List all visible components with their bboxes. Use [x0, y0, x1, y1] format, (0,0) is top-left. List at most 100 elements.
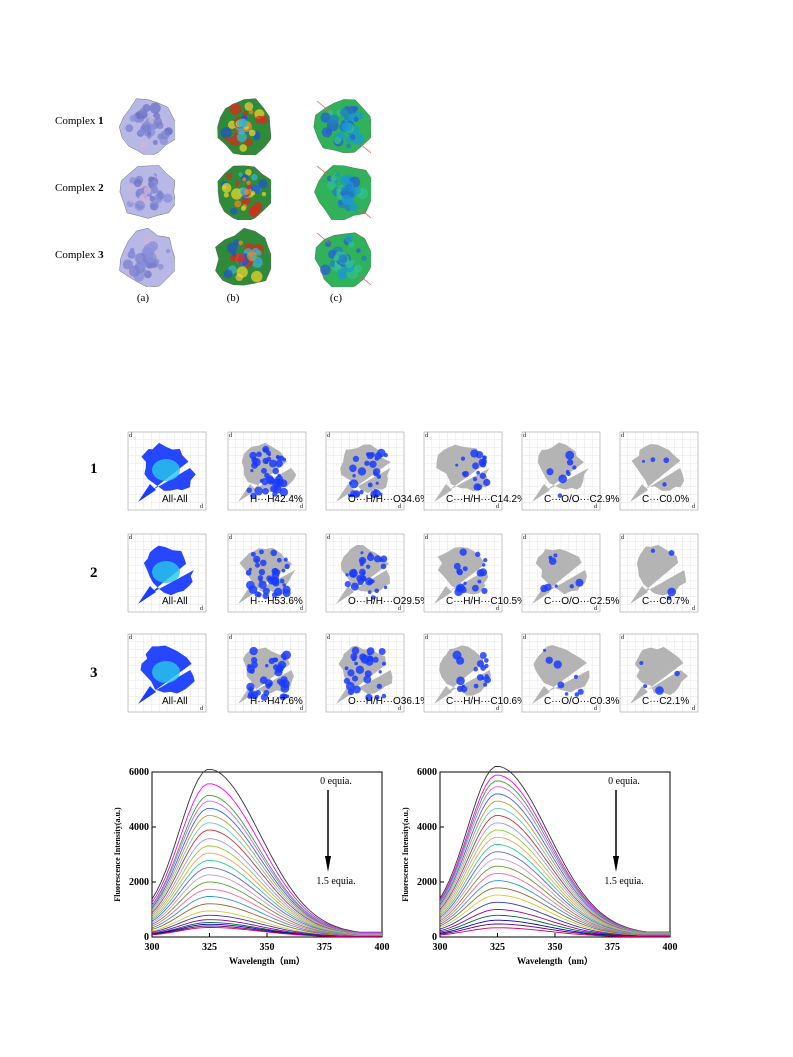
- x-tick-label: 325: [202, 942, 217, 953]
- y-tick-label: 6000: [129, 767, 149, 778]
- x-tick-label: 400: [663, 942, 678, 953]
- arrow-head-icon: [325, 856, 331, 872]
- x-tick-label: 325: [490, 942, 505, 953]
- fingerprint-plot-row-3-col-4: dd: [423, 633, 503, 713]
- svg-text:d: d: [594, 706, 597, 712]
- svg-text:d: d: [200, 706, 203, 712]
- fingerprint-row-3-number: 3: [90, 665, 98, 681]
- subfigure-label-c: (c): [329, 292, 343, 304]
- complex-3-label: Complex 3: [55, 249, 104, 261]
- annotation-bottom: 1.5 equia.: [316, 876, 355, 887]
- x-tick-label: 375: [317, 942, 332, 953]
- fingerprint-plot-row-3-col-3: dd: [325, 633, 405, 713]
- svg-text:d: d: [523, 635, 526, 641]
- fingerprint-plot-row-3-col-5: dd: [521, 633, 601, 713]
- hirshfeld-surface-dnorm-complex-2: [119, 165, 175, 219]
- svg-text:d: d: [523, 433, 526, 439]
- x-tick-label: 400: [375, 942, 390, 953]
- svg-text:d: d: [621, 433, 624, 439]
- fingerprint-contact-label: C···C0.0%: [642, 494, 690, 505]
- x-tick-label: 375: [605, 942, 620, 953]
- fluorescence-chart-right: 300 325 350 375 4000200040006000Wavelength（n…: [401, 766, 678, 966]
- complex-number: 3: [98, 249, 104, 261]
- fingerprint-plot-row-1-col-2: dd: [227, 431, 307, 511]
- svg-text:d: d: [229, 433, 232, 439]
- y-axis-label: Fluorescence Intensity(a.u.): [113, 807, 122, 902]
- y-tick-label: 4000: [129, 822, 149, 833]
- svg-text:d: d: [327, 535, 330, 541]
- svg-text:d: d: [692, 504, 695, 510]
- fingerprint-contact-label: O···H/H···O29.5%: [348, 596, 430, 607]
- svg-text:d: d: [425, 635, 428, 641]
- fingerprint-contact-label: C···O/O···C0.3%: [544, 696, 620, 707]
- svg-text:d: d: [496, 606, 499, 612]
- svg-text:d: d: [496, 504, 499, 510]
- fingerprint-plot-row-2-col-1: dd: [127, 533, 207, 613]
- subfigure-label-b: (b): [226, 292, 240, 304]
- complex-2-label: Complex 2: [55, 182, 104, 194]
- x-tick-label: 350: [548, 942, 563, 953]
- svg-text:d: d: [300, 606, 303, 612]
- arrow-head-icon: [613, 856, 619, 872]
- svg-text:d: d: [621, 635, 624, 641]
- fingerprint-plot-row-1-col-4: dd: [423, 431, 503, 511]
- svg-text:d: d: [621, 535, 624, 541]
- fingerprint-plot-row-1-col-1: dd: [127, 431, 207, 511]
- svg-text:d: d: [594, 504, 597, 510]
- complex-prefix: Complex: [55, 115, 99, 127]
- x-tick-label: 300: [433, 942, 448, 953]
- hirshfeld-surface-dnorm-complex-1: [119, 98, 175, 155]
- fingerprint-plot-row-2-col-5: dd: [521, 533, 601, 613]
- complex-number: 1: [98, 115, 104, 127]
- svg-text:d: d: [129, 535, 132, 541]
- fingerprint-plot-row-1-col-3: dd: [325, 431, 405, 511]
- complex-prefix: Complex: [55, 182, 99, 194]
- spectrum-series-line: [151, 807, 382, 934]
- spectrum-series-line: [151, 927, 382, 938]
- svg-text:d: d: [496, 706, 499, 712]
- fingerprint-plot-row-3-col-1: dd: [127, 633, 207, 713]
- fingerprint-contact-label: C···C2.1%: [642, 696, 690, 707]
- y-tick-label: 4000: [417, 822, 437, 833]
- y-tick-label: 6000: [417, 767, 437, 778]
- svg-text:d: d: [327, 433, 330, 439]
- svg-text:d: d: [129, 635, 132, 641]
- svg-text:d: d: [692, 606, 695, 612]
- fluorescence-chart-left: 300 325 350 375 4000200040006000Wavelength（n…: [113, 767, 390, 966]
- y-tick-label: 0: [144, 932, 149, 943]
- hirshfeld-surface-curvedness-complex-3: [314, 232, 371, 287]
- svg-text:d: d: [398, 606, 401, 612]
- svg-text:d: d: [200, 504, 203, 510]
- svg-text:d: d: [425, 535, 428, 541]
- fingerprint-contact-label: All-All: [162, 494, 188, 505]
- spectrum-series-line: [439, 858, 670, 936]
- complex-number: 2: [98, 182, 104, 194]
- svg-text:d: d: [300, 504, 303, 510]
- hirshfeld-surface-curvedness-complex-1: [313, 99, 371, 154]
- annotation-top: 0 equia.: [608, 776, 640, 787]
- svg-text:d: d: [692, 706, 695, 712]
- fingerprint-contact-label: O···H/H···O34.6%: [348, 494, 430, 505]
- fingerprint-contact-label: C···H/H···C10.6%: [446, 696, 526, 707]
- hirshfeld-surface-shape-index-complex-3: [215, 227, 271, 286]
- svg-text:d: d: [327, 635, 330, 641]
- fingerprint-plot-row-3-col-6: dd: [619, 633, 699, 713]
- svg-text:d: d: [398, 706, 401, 712]
- hirshfeld-surface-dnorm-complex-3: [119, 227, 175, 287]
- fingerprint-plot-row-3-col-2: dd: [227, 633, 307, 713]
- x-axis-label: Wavelength（nm）: [517, 956, 593, 966]
- fingerprint-contact-label: H···H42.4%: [250, 494, 303, 505]
- svg-text:d: d: [300, 706, 303, 712]
- spectrum-series-line: [439, 927, 670, 938]
- spectrum-series-line: [151, 783, 382, 934]
- fingerprint-contact-label: C···H/H···C14.2%: [446, 494, 526, 505]
- fingerprint-contact-label: All-All: [162, 696, 188, 707]
- hirshfeld-surface-curvedness-complex-2: [314, 165, 371, 220]
- x-tick-label: 300: [145, 942, 160, 953]
- fingerprint-contact-label: O···H/H···O36.1%: [348, 696, 430, 707]
- svg-text:d: d: [200, 606, 203, 612]
- fingerprint-row-1-number: 1: [90, 461, 98, 477]
- y-axis-label: Fluorescence Intensity(a.u.): [401, 807, 410, 902]
- fingerprint-contact-label: C···C0.7%: [642, 596, 690, 607]
- fingerprint-plot-row-2-col-6: dd: [619, 533, 699, 613]
